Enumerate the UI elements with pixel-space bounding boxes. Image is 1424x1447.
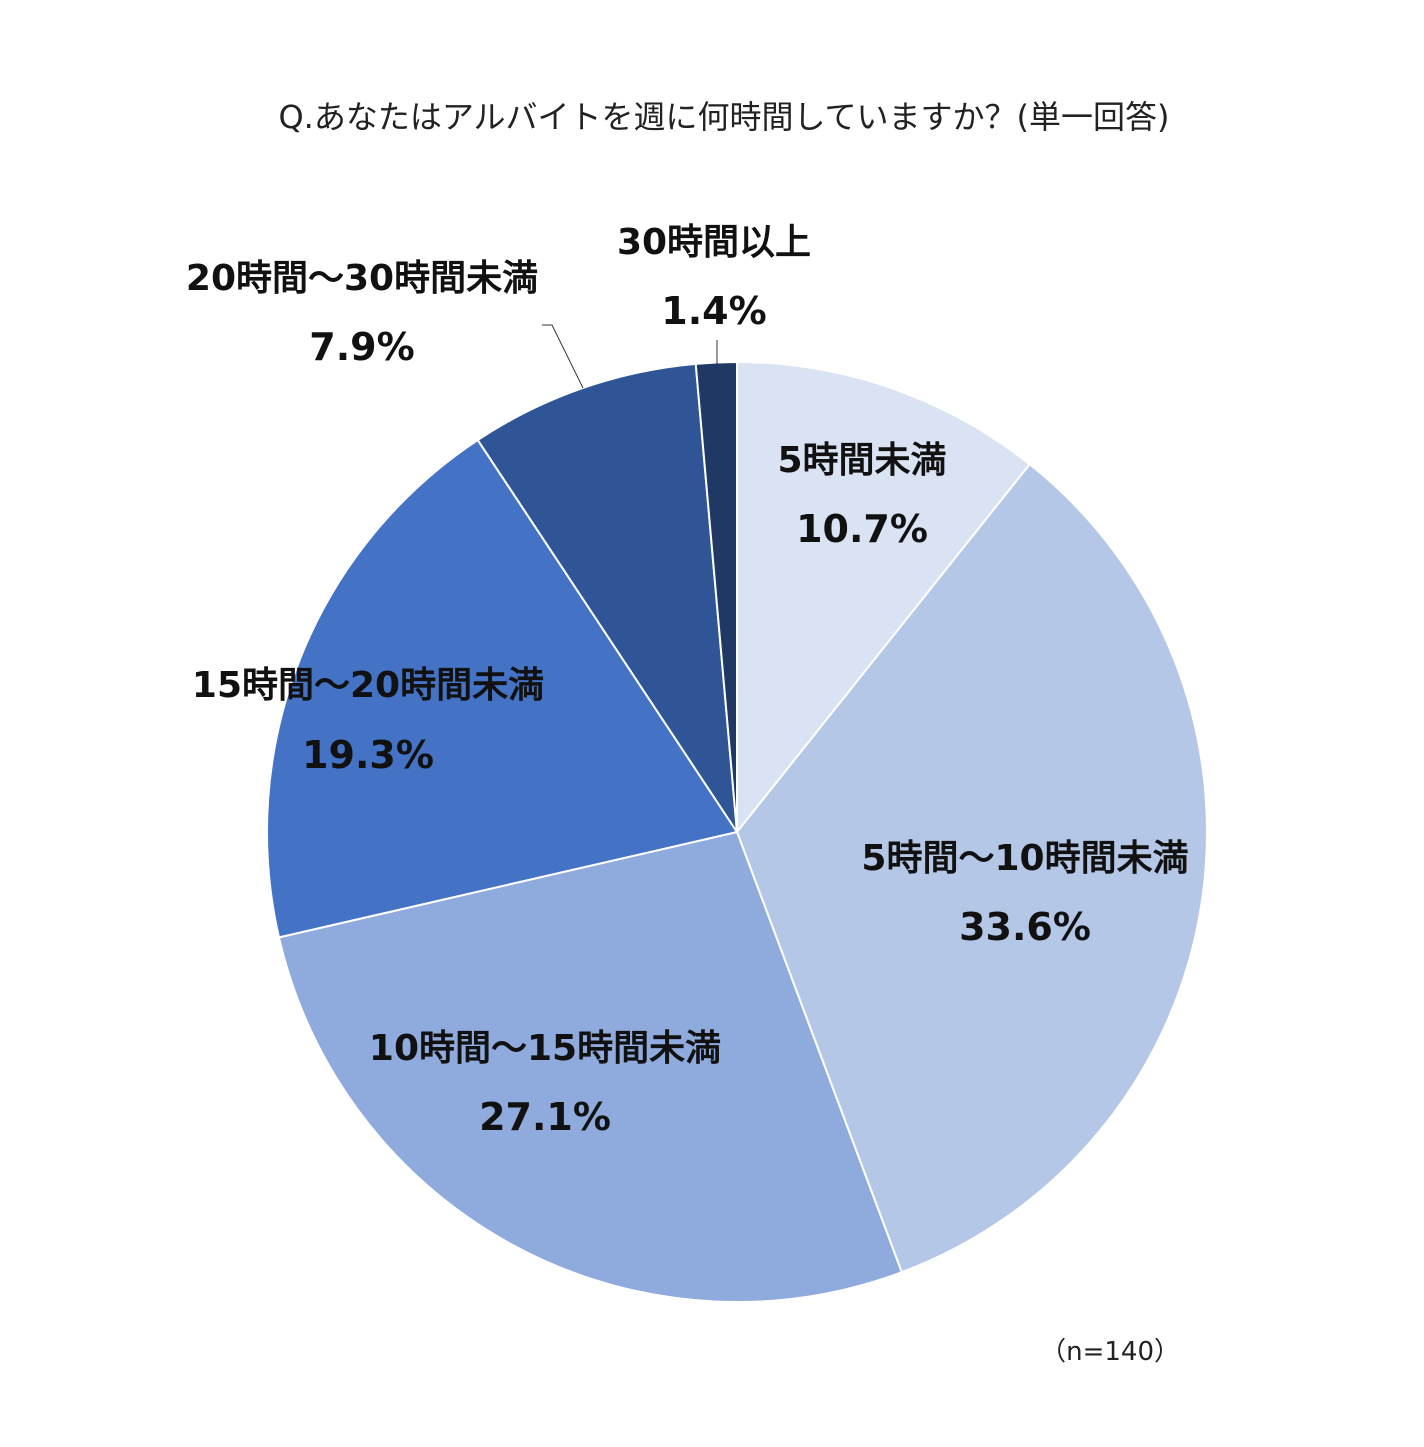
pie-slice-2 [735,462,1208,1274]
slice-category-label-1: 5時間未満 [777,440,946,481]
slice-category-label-3: 10時間～15時間未満 [369,1028,721,1069]
leader-line-5 [542,324,584,389]
pie-slice-5 [476,362,738,833]
slice-category-label-5: 20時間～30時間未満 [186,258,538,299]
sample-size-note: （n=140） [1040,1337,1180,1367]
slice-labels: 5時間未満 10.7% 5時間～10時間未満 33.6% 10時間～15時間未満 27.1… [186,222,1189,1139]
slice-value-label-5: 7.9% [309,325,414,369]
slice-category-label-2: 5時間～10時間未満 [861,838,1188,879]
slice-value-label-6: 1.4% [661,289,766,333]
slice-category-label-4: 15時間～20時間未満 [192,665,544,706]
pie-slices [265,360,1208,1303]
slice-category-label-6: 30時間以上 [617,222,811,263]
slice-value-label-2: 33.6% [959,905,1091,949]
pie-slice-6 [694,360,738,833]
pie-slice-4 [265,438,739,939]
pie-slice-3 [277,830,904,1303]
pie-slice-1 [736,360,1032,835]
chart-title: Q.あなたはアルバイトを週に何時間していますか？(単一回答) [278,98,1169,136]
leader-lines [542,324,718,389]
slice-value-label-3: 27.1% [479,1095,611,1139]
slice-value-label-1: 10.7% [796,507,928,551]
slice-value-label-4: 19.3% [302,733,434,777]
